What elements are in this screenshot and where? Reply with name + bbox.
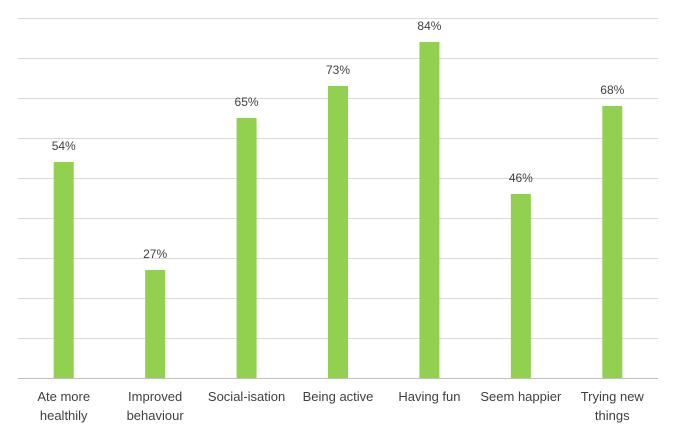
bar	[328, 86, 348, 378]
category-labels: Ate more healthily Improved behaviour Social…	[37, 389, 644, 423]
data-label: 68%	[600, 83, 624, 97]
category-label: Social-isation	[208, 389, 285, 404]
data-labels: 54% 27% 65% 73% 84% 46% 68%	[52, 19, 625, 261]
category-label: Improved behaviour	[127, 389, 185, 423]
data-label: 73%	[326, 63, 350, 77]
bar	[236, 118, 257, 378]
category-label: Being active	[303, 389, 374, 404]
bars	[53, 42, 623, 378]
data-label: 65%	[235, 95, 259, 109]
category-label: Ate more healthily	[37, 389, 90, 423]
data-label: 27%	[143, 247, 167, 261]
bar	[602, 106, 623, 378]
bar	[53, 162, 74, 378]
data-label: 84%	[417, 19, 441, 33]
data-label: 54%	[52, 139, 76, 153]
bar	[419, 42, 440, 378]
bar	[510, 194, 531, 378]
category-label: Trying new things	[581, 389, 645, 423]
category-label: Seem happier	[480, 389, 562, 404]
data-label: 46%	[509, 171, 533, 185]
category-label: Having fun	[398, 389, 460, 404]
bar	[145, 270, 166, 378]
